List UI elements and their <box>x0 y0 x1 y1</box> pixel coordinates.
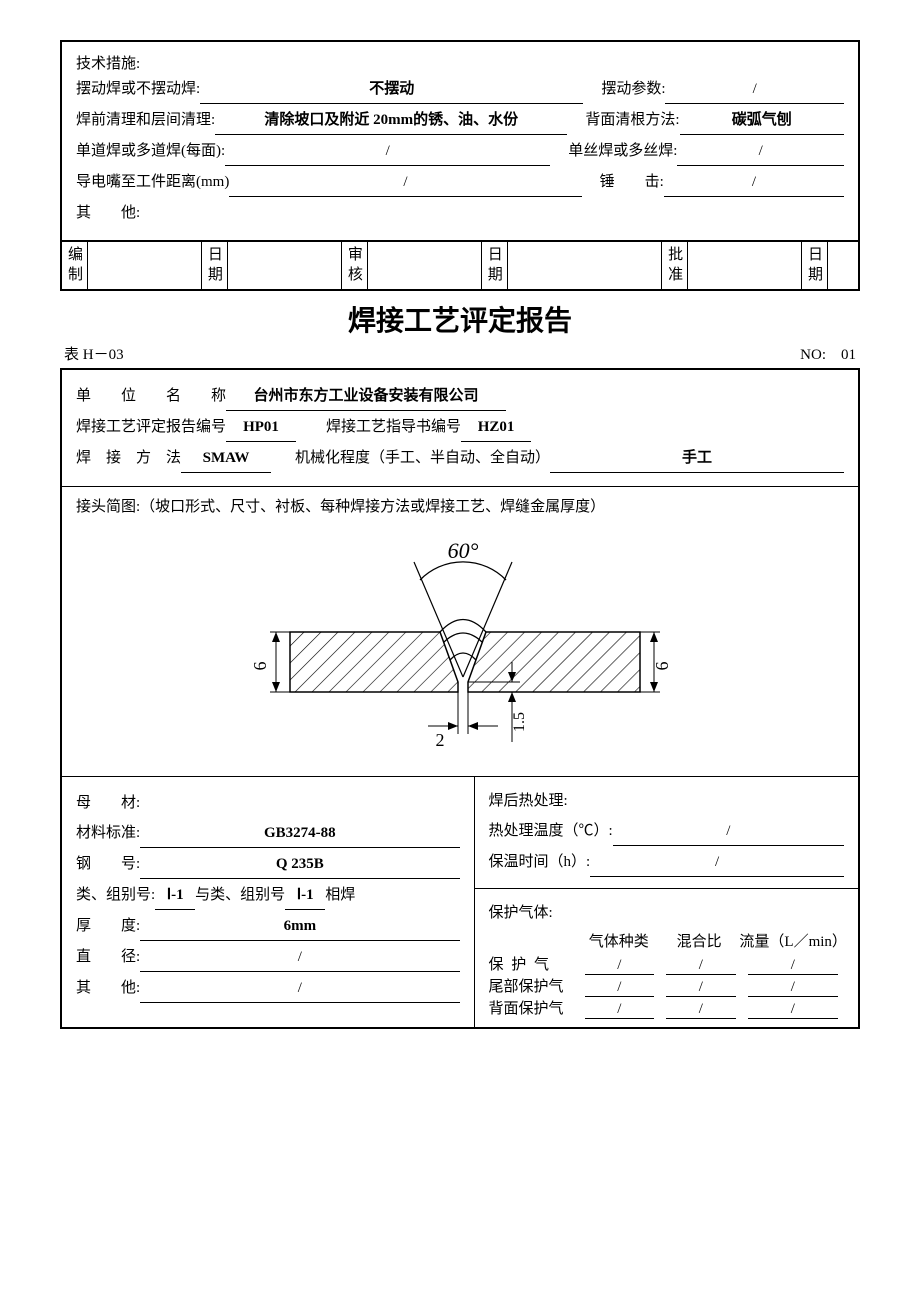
method-label: 焊 接 方 法 <box>76 445 181 472</box>
swing-param-value: / <box>665 76 844 104</box>
two-col: 母 材: 材料标准: GB3274-88 钢 号: Q 235B 类、组别号: … <box>62 777 858 1027</box>
dia-label: 直 径: <box>76 944 140 971</box>
cat-label1: 类、组别号: <box>76 882 155 909</box>
sig-review: 审核 <box>342 242 368 289</box>
left-dim: 6 <box>250 662 270 671</box>
mech-label: 机械化程度（手工、半自动、全自动） <box>295 445 550 472</box>
tech-section: 技术措施: 摆动焊或不摆动焊: 不摆动 摆动参数: / 焊前清理和层间清理: 清… <box>62 42 858 240</box>
hold-value: / <box>590 849 844 877</box>
signature-row: 编制 日期 审核 日期 批准 日期 <box>62 240 858 289</box>
sig-date1: 日期 <box>202 242 228 289</box>
pwht-heading: 焊后热处理: <box>489 788 568 815</box>
right-column: 焊后热处理: 热处理温度（℃）: / 保温时间（h）: / 保护气体: 气体种类… <box>475 777 859 1027</box>
gas-col2: 混合比 <box>659 930 739 951</box>
swing-label: 摆动焊或不摆动焊: <box>76 76 200 103</box>
report-box: 单 位 名 称 台州市东方工业设备安装有限公司 焊接工艺评定报告编号 HP01 … <box>60 368 860 1029</box>
rep-value: HP01 <box>226 414 296 442</box>
other-row: 其 他: <box>76 200 844 227</box>
sig-approve: 批准 <box>662 242 688 289</box>
grade-value: Q 235B <box>140 851 459 879</box>
joint-diagram: 60° 6 6 2 <box>210 522 710 762</box>
report-no: NO: 01 <box>800 343 856 364</box>
clean-label: 焊前清理和层间清理: <box>76 107 215 134</box>
gas-r2-c2: / <box>666 979 736 997</box>
pass-label: 单道焊或多道焊(每面): <box>76 138 225 165</box>
mech-value: 手工 <box>550 445 844 473</box>
gap-dim: 2 <box>436 730 445 750</box>
clean-row: 焊前清理和层间清理: 清除坡口及附近 20mm的锈、油、水份 背面清根方法: 碳… <box>76 107 844 135</box>
sig-date3: 日期 <box>802 242 828 289</box>
tip-label: 导电嘴至工件距离(mm) <box>76 169 229 196</box>
pwht-block: 焊后热处理: 热处理温度（℃）: / 保温时间（h）: / <box>475 777 859 889</box>
cat-tail: 相焊 <box>325 882 355 909</box>
gas-heading: 保护气体: <box>489 900 553 927</box>
gas-r3-label: 背面保护气 <box>489 997 579 1018</box>
gas-r3-c2: / <box>666 1001 736 1019</box>
gas-r3-c1: / <box>585 1001 655 1019</box>
back-value: 碳弧气刨 <box>680 107 844 135</box>
meta-row: 表 H－03 NO: 01 <box>60 343 860 368</box>
table-code: 表 H－03 <box>64 343 124 364</box>
gas-r2-c3: / <box>748 979 838 997</box>
pass-row: 单道焊或多道焊(每面): / 单丝焊或多丝焊: / <box>76 138 844 166</box>
gas-block: 保护气体: 气体种类 混合比 流量（L／min） 保 护 气 / / / 尾部保… <box>475 889 859 1027</box>
temp-value: / <box>613 818 844 846</box>
gas-col1: 气体种类 <box>579 930 659 951</box>
tip-row: 导电嘴至工件距离(mm) / 锤 击: / <box>76 169 844 197</box>
gas-col3: 流量（L／min） <box>739 930 844 951</box>
unit-value: 台州市东方工业设备安装有限公司 <box>226 383 506 411</box>
gas-r1-label: 保 护 气 <box>489 953 579 974</box>
cat-val1: Ⅰ-1 <box>155 882 195 910</box>
report-title: 焊接工艺评定报告 <box>60 299 860 339</box>
guide-label: 焊接工艺指导书编号 <box>326 414 461 441</box>
thick-label: 厚 度: <box>76 913 140 940</box>
base-other-value: / <box>140 975 459 1003</box>
angle-text: 60° <box>448 538 479 563</box>
tech-measures-box: 技术措施: 摆动焊或不摆动焊: 不摆动 摆动参数: / 焊前清理和层间清理: 清… <box>60 40 860 291</box>
base-heading: 母 材: <box>76 790 140 817</box>
diagram-caption: 接头简图:（坡口形式、尺寸、衬板、每种焊接方法或焊接工艺、焊缝金属厚度） <box>76 495 844 516</box>
wire-label: 单丝焊或多丝焊: <box>568 138 677 165</box>
diagram-block: 接头简图:（坡口形式、尺寸、衬板、每种焊接方法或焊接工艺、焊缝金属厚度） 60° <box>62 487 858 777</box>
other-label: 其 他: <box>76 200 140 227</box>
right-dim: 6 <box>652 662 672 671</box>
gas-r2-label: 尾部保护气 <box>489 975 579 996</box>
hammer-value: / <box>664 169 844 197</box>
tip-value: / <box>229 169 581 197</box>
header-block: 单 位 名 称 台州市东方工业设备安装有限公司 焊接工艺评定报告编号 HP01 … <box>62 370 858 487</box>
unit-label: 单 位 名 称 <box>76 383 226 410</box>
swing-param-label: 摆动参数: <box>601 76 665 103</box>
gas-r1-c3: / <box>748 957 838 975</box>
dia-value: / <box>140 944 459 972</box>
base-other-label: 其 他: <box>76 975 140 1002</box>
std-label: 材料标准: <box>76 820 140 847</box>
base-material-block: 母 材: 材料标准: GB3274-88 钢 号: Q 235B 类、组别号: … <box>62 777 475 1027</box>
sig-compile: 编制 <box>62 242 88 289</box>
gas-r1-c1: / <box>585 957 655 975</box>
sig-date2: 日期 <box>482 242 508 289</box>
guide-value: HZ01 <box>461 414 531 442</box>
pass-value: / <box>225 138 550 166</box>
std-value: GB3274-88 <box>140 820 459 848</box>
face-dim: 1.5 <box>511 712 528 732</box>
back-label: 背面清根方法: <box>585 107 679 134</box>
rep-label: 焊接工艺评定报告编号 <box>76 414 226 441</box>
cat-val2: Ⅰ-1 <box>285 882 325 910</box>
swing-value: 不摆动 <box>200 76 583 104</box>
wire-value: / <box>677 138 844 166</box>
hold-label: 保温时间（h）: <box>489 849 591 876</box>
tech-heading: 技术措施: <box>76 52 844 73</box>
gas-r3-c3: / <box>748 1001 838 1019</box>
swing-row: 摆动焊或不摆动焊: 不摆动 摆动参数: / <box>76 76 844 104</box>
gas-r2-c1: / <box>585 979 655 997</box>
grade-label: 钢 号: <box>76 851 140 878</box>
hammer-label: 锤 击: <box>600 169 664 196</box>
thick-value: 6mm <box>140 913 459 941</box>
gas-r1-c2: / <box>666 957 736 975</box>
temp-label: 热处理温度（℃）: <box>489 818 613 845</box>
method-value: SMAW <box>181 445 271 473</box>
cat-mid: 与类、组别号 <box>195 882 285 909</box>
clean-value: 清除坡口及附近 20mm的锈、油、水份 <box>215 107 567 135</box>
